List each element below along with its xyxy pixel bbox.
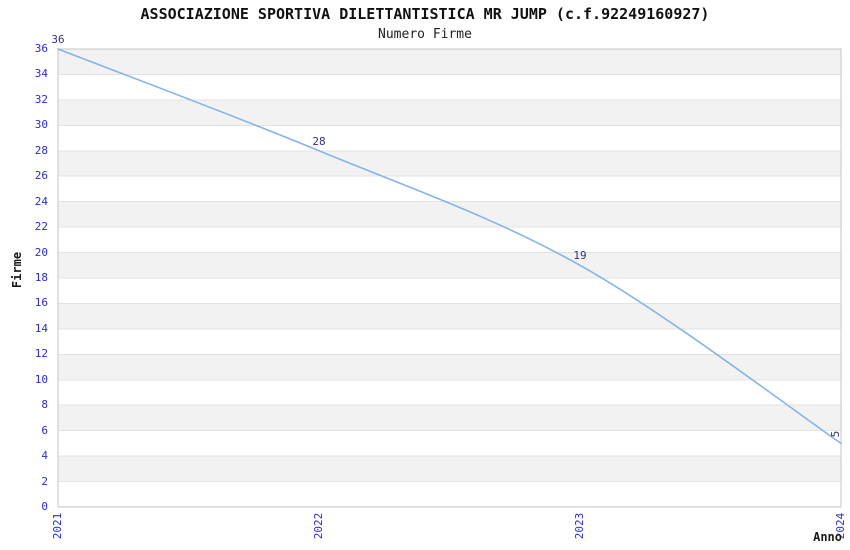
y-tick-label: 24: [34, 194, 48, 208]
grid-band: [58, 405, 841, 431]
grid-band: [58, 303, 841, 329]
y-tick-label: 20: [34, 245, 48, 259]
y-tick-label: 2: [41, 474, 48, 488]
grid-band: [58, 354, 841, 380]
data-line: [57, 48, 842, 445]
grid-band: [58, 456, 841, 482]
y-tick-label: 0: [41, 500, 48, 513]
data-label: 5: [829, 431, 842, 438]
y-tick-label: 16: [34, 296, 48, 310]
y-tick-label: 26: [34, 169, 48, 183]
grid-band: [58, 99, 841, 126]
grid-band: [58, 150, 841, 177]
y-tick-label: 14: [34, 321, 48, 335]
y-tick-label: 30: [34, 118, 48, 132]
data-label: 28: [312, 134, 326, 148]
y-tick-label: 10: [34, 372, 48, 386]
grid-band: [58, 201, 841, 228]
y-axis-label: Firme: [10, 251, 24, 289]
data-label: 36: [51, 33, 65, 46]
grid-band: [58, 252, 841, 278]
y-tick-label: 36: [34, 42, 48, 55]
grid-band: [58, 49, 841, 75]
y-tick-label: 8: [41, 398, 48, 412]
plot-border: [57, 48, 842, 508]
y-tick-label: 6: [41, 423, 48, 437]
chart-subtitle: Numero Firme: [378, 27, 472, 42]
y-tick-label: 32: [34, 92, 48, 106]
data-label: 19: [573, 249, 587, 263]
y-tick-label: 22: [34, 220, 48, 234]
y-tick-label: 34: [34, 67, 48, 81]
x-tick-label: 2022: [312, 512, 325, 540]
x-tick-label: 2021: [51, 512, 64, 540]
x-axis-label: Anno: [813, 530, 842, 544]
chart-title: ASSOCIAZIONE SPORTIVA DILETTANTISTICA MR…: [140, 5, 710, 23]
y-tick-label: 4: [41, 449, 48, 463]
x-tick-label: 2023: [573, 512, 586, 540]
y-tick-label: 28: [34, 143, 48, 157]
y-tick-label: 12: [34, 347, 48, 361]
y-tick-label: 18: [34, 271, 48, 284]
